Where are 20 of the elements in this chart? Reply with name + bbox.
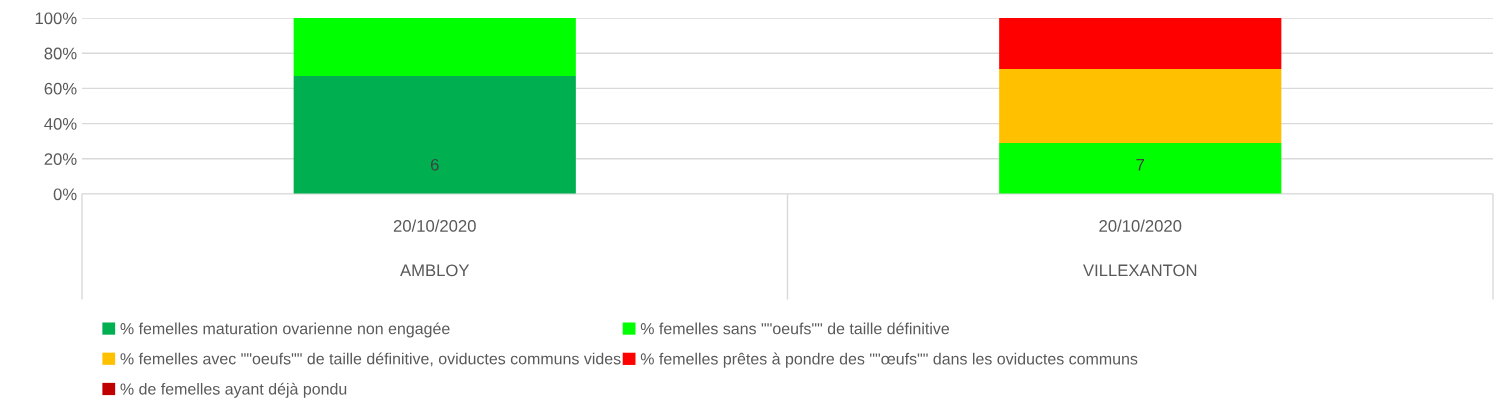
category-label: 20/10/2020 VILLEXANTON — [1083, 219, 1197, 277]
legend-label: % femelles avec ""oeufs"" de taille définitive, oviductes communs vides — [120, 352, 621, 367]
y-tick-label: 0% — [53, 188, 77, 201]
legend-label: % femelles prêtes à pondre des ""œufs"" dans les oviductes communs — [640, 352, 1138, 368]
bar — [999, 69, 1282, 143]
category-label: 20/10/2020 AMBLOY — [393, 219, 476, 277]
annotation: 6 — [430, 158, 439, 171]
bar — [293, 76, 576, 194]
y-tick-label: 80% — [44, 47, 77, 60]
y-tick-label: 40% — [44, 118, 77, 130]
legend-label: % femelles sans ""oeufs"" de taille définitive — [640, 322, 950, 335]
bar — [999, 142, 1282, 194]
y-tick-label: 100% — [35, 12, 77, 25]
y-tick-label: 60% — [44, 82, 77, 95]
bar — [293, 18, 576, 77]
bar — [999, 18, 1282, 70]
legend-label: % de femelles ayant déjà pondu — [120, 382, 347, 398]
annotation: 7 — [1136, 159, 1145, 171]
y-tick-label: 20% — [44, 153, 77, 165]
legend-label: % femelles maturation ovarienne non engagée — [120, 322, 450, 338]
